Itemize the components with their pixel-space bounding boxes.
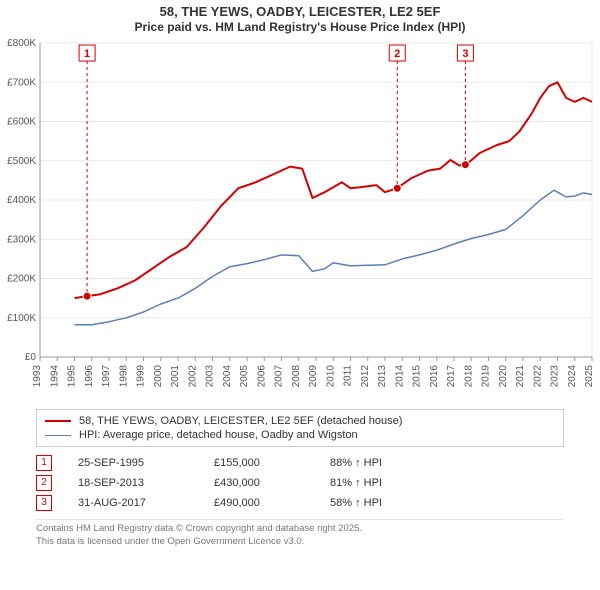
svg-text:2014: 2014 xyxy=(394,365,405,388)
svg-text:2018: 2018 xyxy=(463,365,474,388)
svg-text:1993: 1993 xyxy=(32,365,43,388)
svg-text:3: 3 xyxy=(462,48,468,60)
legend-label: 58, THE YEWS, OADBY, LEICESTER, LE2 5EF … xyxy=(79,415,402,427)
legend-label: HPI: Average price, detached house, Oadb… xyxy=(79,429,358,441)
svg-text:2021: 2021 xyxy=(515,365,526,388)
transaction-price: £430,000 xyxy=(214,477,304,489)
transaction-pct: 58% ↑ HPI xyxy=(330,497,382,509)
svg-text:2011: 2011 xyxy=(343,365,354,387)
transaction-price: £155,000 xyxy=(214,457,304,469)
svg-text:2019: 2019 xyxy=(481,365,492,388)
svg-text:1997: 1997 xyxy=(101,365,112,388)
svg-text:2020: 2020 xyxy=(498,365,509,388)
svg-text:2007: 2007 xyxy=(274,365,285,388)
svg-text:£700K: £700K xyxy=(7,78,36,89)
transaction-row: 2 18-SEP-2013 £430,000 81% ↑ HPI xyxy=(36,473,564,493)
transaction-pct: 81% ↑ HPI xyxy=(330,477,382,489)
svg-text:2016: 2016 xyxy=(429,365,440,388)
svg-text:2002: 2002 xyxy=(187,365,198,388)
svg-text:2006: 2006 xyxy=(256,365,267,388)
transaction-date: 31-AUG-2017 xyxy=(78,497,188,509)
transaction-marker: 1 xyxy=(36,455,52,471)
svg-text:2010: 2010 xyxy=(325,365,336,388)
svg-text:2024: 2024 xyxy=(567,365,578,388)
svg-text:1999: 1999 xyxy=(136,365,147,388)
svg-text:2022: 2022 xyxy=(532,365,543,388)
transaction-marker: 2 xyxy=(36,475,52,491)
svg-text:1996: 1996 xyxy=(84,365,95,388)
svg-text:£0: £0 xyxy=(25,352,37,363)
svg-text:£100K: £100K xyxy=(7,313,36,324)
svg-text:2001: 2001 xyxy=(170,365,181,388)
legend-swatch xyxy=(45,420,71,422)
svg-text:£400K: £400K xyxy=(7,195,36,206)
svg-text:2012: 2012 xyxy=(360,365,371,388)
svg-text:£500K: £500K xyxy=(7,156,36,167)
svg-text:2013: 2013 xyxy=(377,365,388,388)
footer-line2: This data is licensed under the Open Gov… xyxy=(36,536,564,548)
price-chart: £0 £100K £200K £300K £400K £500K £600K £700K £80… xyxy=(0,35,600,405)
transaction-date: 18-SEP-2013 xyxy=(78,477,188,489)
svg-text:1: 1 xyxy=(84,48,90,60)
legend-row: 58, THE YEWS, OADBY, LEICESTER, LE2 5EF … xyxy=(45,414,555,428)
svg-text:£600K: £600K xyxy=(7,117,36,128)
legend-swatch xyxy=(45,435,71,436)
svg-text:2003: 2003 xyxy=(205,365,216,388)
svg-text:2000: 2000 xyxy=(153,365,164,388)
transaction-pct: 88% ↑ HPI xyxy=(330,457,382,469)
legend: 58, THE YEWS, OADBY, LEICESTER, LE2 5EF … xyxy=(36,409,564,447)
svg-text:2023: 2023 xyxy=(550,365,561,388)
svg-text:1994: 1994 xyxy=(49,365,60,388)
chart-title-block: 58, THE YEWS, OADBY, LEICESTER, LE2 5EF … xyxy=(0,0,600,35)
footer-line1: Contains HM Land Registry data © Crown c… xyxy=(36,523,564,535)
chart-svg: £0 £100K £200K £300K £400K £500K £600K £700K £80… xyxy=(0,35,600,405)
svg-text:2005: 2005 xyxy=(239,365,250,388)
svg-text:1998: 1998 xyxy=(118,365,129,388)
svg-text:2008: 2008 xyxy=(291,365,302,388)
svg-text:2009: 2009 xyxy=(308,365,319,388)
transaction-row: 3 31-AUG-2017 £490,000 58% ↑ HPI xyxy=(36,493,564,513)
title-line1: 58, THE YEWS, OADBY, LEICESTER, LE2 5EF xyxy=(0,4,600,20)
svg-text:£200K: £200K xyxy=(7,274,36,285)
title-line2: Price paid vs. HM Land Registry's House … xyxy=(0,20,600,35)
transactions-table: 1 25-SEP-1995 £155,000 88% ↑ HPI 2 18-SEP-201… xyxy=(36,453,564,513)
svg-text:2025: 2025 xyxy=(584,365,595,388)
transaction-price: £490,000 xyxy=(214,497,304,509)
footer-attribution: Contains HM Land Registry data © Crown c… xyxy=(36,519,564,548)
svg-text:£300K: £300K xyxy=(7,235,36,246)
legend-row: HPI: Average price, detached house, Oadb… xyxy=(45,428,555,442)
transaction-marker: 3 xyxy=(36,495,52,511)
transaction-date: 25-SEP-1995 xyxy=(78,457,188,469)
svg-text:1995: 1995 xyxy=(67,365,78,388)
svg-text:2004: 2004 xyxy=(222,365,233,388)
svg-text:£800K: £800K xyxy=(7,38,36,49)
svg-text:2017: 2017 xyxy=(446,365,457,388)
svg-text:2: 2 xyxy=(394,48,400,60)
svg-text:2015: 2015 xyxy=(412,365,423,388)
transaction-row: 1 25-SEP-1995 £155,000 88% ↑ HPI xyxy=(36,453,564,473)
